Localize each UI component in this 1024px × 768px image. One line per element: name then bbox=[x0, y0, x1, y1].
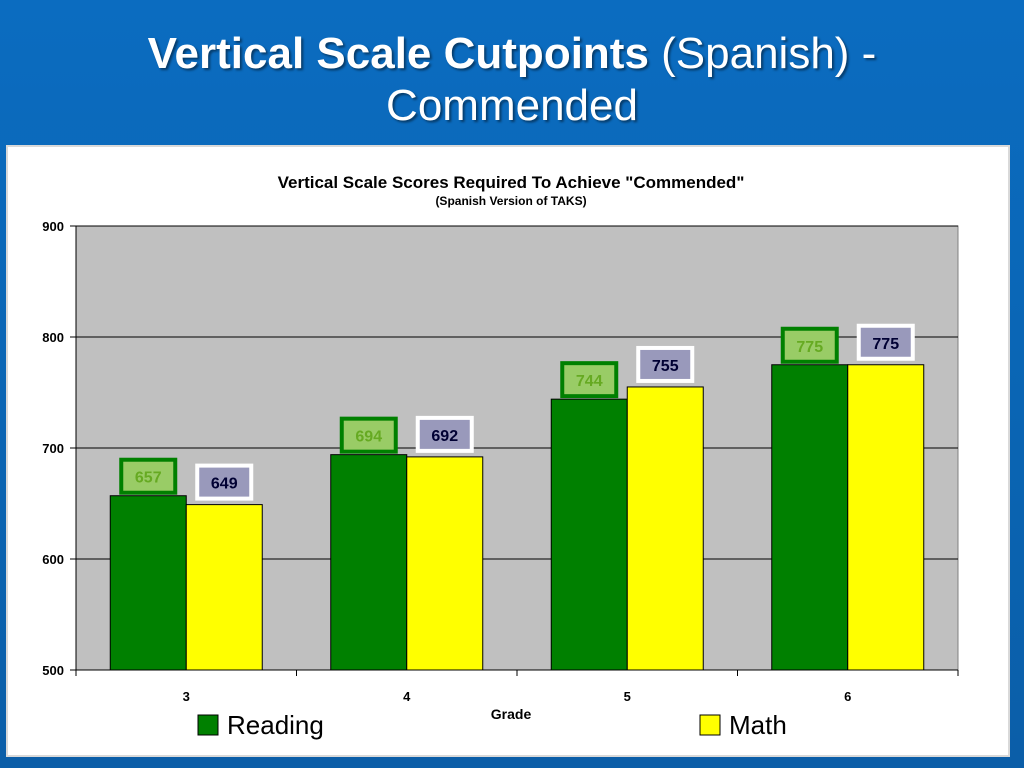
x-tick-label: 3 bbox=[183, 689, 190, 704]
legend-label-reading: Reading bbox=[227, 710, 324, 740]
y-tick-label: 800 bbox=[42, 330, 64, 345]
bar-chart: Vertical Scale Scores Required To Achiev… bbox=[42, 173, 959, 740]
plot-area: 500 600 700 800 900 3 657 649 4 694 692 5 744 755 6 775… bbox=[42, 219, 959, 704]
bar-math bbox=[626, 386, 704, 671]
data-label-box bbox=[119, 457, 178, 495]
data-label-box bbox=[636, 345, 695, 383]
bar-reading bbox=[109, 495, 187, 671]
data-label: 657 bbox=[135, 470, 162, 487]
slide-title: Vertical Scale Cutpoints (Spanish) - Com… bbox=[40, 28, 984, 132]
x-tick-label: 4 bbox=[403, 689, 411, 704]
legend: Reading Math bbox=[197, 710, 787, 740]
data-label-box bbox=[195, 463, 254, 501]
x-tick-label: 6 bbox=[844, 689, 851, 704]
data-label: 692 bbox=[431, 428, 458, 445]
slide-title-bold: Vertical Scale Cutpoints bbox=[147, 29, 649, 78]
legend-label-math: Math bbox=[729, 710, 787, 740]
data-label-box bbox=[339, 416, 398, 454]
y-tick-label: 900 bbox=[42, 219, 64, 234]
bar-reading bbox=[550, 398, 628, 671]
data-label: 755 bbox=[652, 358, 679, 375]
data-label-box bbox=[856, 323, 915, 361]
chart-frame: Vertical Scale Scores Required To Achiev… bbox=[6, 145, 1010, 757]
y-tick-label: 700 bbox=[42, 441, 64, 456]
bar-math bbox=[406, 456, 484, 671]
x-axis-label: Grade bbox=[491, 706, 532, 722]
bar-math bbox=[847, 364, 925, 671]
data-label-box bbox=[780, 326, 839, 364]
data-label: 694 bbox=[355, 429, 382, 446]
data-label: 649 bbox=[211, 476, 238, 493]
legend-swatch-math bbox=[699, 714, 721, 736]
chart-subtitle: (Spanish Version of TAKS) bbox=[435, 194, 586, 208]
data-label: 744 bbox=[576, 373, 603, 390]
bar-reading bbox=[330, 454, 408, 671]
bar-math bbox=[185, 504, 263, 671]
bar-reading bbox=[771, 364, 849, 671]
legend-swatch-reading bbox=[197, 714, 219, 736]
x-tick-label: 5 bbox=[624, 689, 631, 704]
data-label: 775 bbox=[872, 336, 899, 353]
y-tick-label: 500 bbox=[42, 663, 64, 678]
slide-title-line2: Commended bbox=[386, 81, 638, 130]
data-label-box bbox=[415, 415, 474, 453]
data-label-box bbox=[560, 361, 619, 399]
y-tick-label: 600 bbox=[42, 552, 64, 567]
chart-title: Vertical Scale Scores Required To Achiev… bbox=[278, 173, 745, 192]
data-label: 775 bbox=[796, 339, 823, 356]
slide-title-rest: (Spanish) - bbox=[648, 29, 877, 78]
